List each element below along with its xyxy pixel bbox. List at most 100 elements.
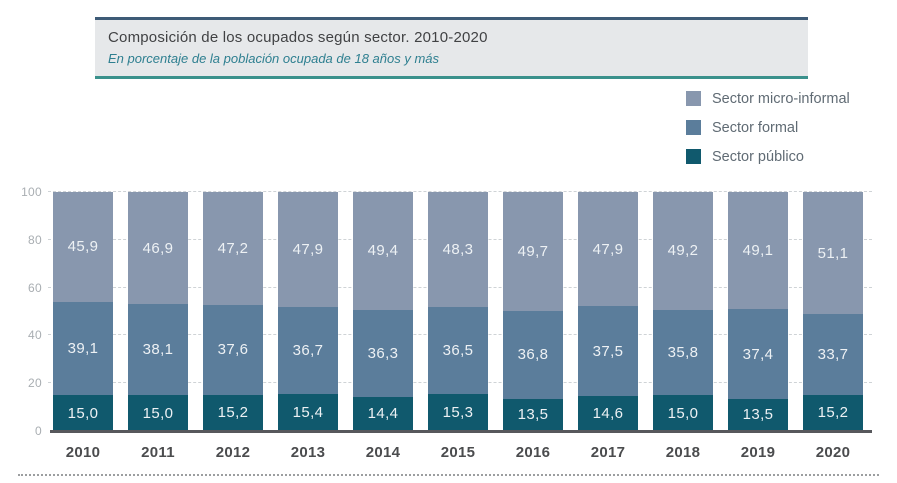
x-axis-line — [50, 430, 872, 433]
bar-segment: 39,1 — [53, 301, 113, 396]
x-tick-label-2014: 2014 — [365, 444, 401, 461]
bar-value-label: 37,5 — [592, 342, 624, 360]
x-tick-label-2012: 2012 — [215, 444, 251, 461]
bar-stack-2017: 47,9 37,5 14,6 — [578, 192, 638, 431]
bar-segment: 15,3 — [428, 394, 488, 431]
plot-area: 45,9 39,1 15,0 2010 46,9 38,1 15,0 2011 47,2 37,6… — [48, 191, 872, 461]
bar-column-2013: 47,9 36,7 15,4 2013 — [278, 192, 338, 461]
bar-stack-2016: 49,7 36,8 13,5 — [503, 192, 563, 431]
x-tick-label-2018: 2018 — [665, 444, 701, 461]
bar-value-label: 13,5 — [742, 406, 774, 424]
bar-value-label: 36,3 — [367, 344, 399, 362]
bar-stack-2014: 49,4 36,3 14,4 — [353, 192, 413, 431]
bar-stack-2013: 47,9 36,7 15,4 — [278, 192, 338, 431]
bar-segment: 13,5 — [503, 398, 563, 431]
bar-stack-2011: 46,9 38,1 15,0 — [128, 192, 188, 431]
y-tick-label-20: 20 — [28, 376, 42, 391]
bar-segment: 47,2 — [203, 192, 263, 305]
bar-segment: 37,4 — [728, 309, 788, 399]
bar-value-label: 13,5 — [517, 406, 549, 424]
bar-segment: 45,9 — [53, 192, 113, 302]
bar-segment: 14,6 — [578, 396, 638, 431]
bar-segment: 15,0 — [653, 395, 713, 431]
bar-segment: 47,9 — [578, 192, 638, 307]
bar-value-label: 49,4 — [367, 242, 399, 260]
bar-group: 45,9 39,1 15,0 2010 46,9 38,1 15,0 2011 47,2 37,6… — [53, 192, 863, 461]
bar-value-label: 45,9 — [67, 238, 99, 256]
bar-value-label: 15,0 — [667, 404, 699, 422]
bar-segment: 49,7 — [503, 192, 563, 311]
bar-value-label: 36,7 — [292, 341, 324, 359]
bar-segment: 47,9 — [278, 192, 338, 307]
legend-item-1: Sector micro-informal — [686, 90, 850, 107]
x-tick-label-2010: 2010 — [65, 444, 101, 461]
x-tick-label-2011: 2011 — [141, 444, 175, 461]
bar-value-label: 46,9 — [142, 239, 174, 257]
bar-segment: 48,3 — [428, 192, 488, 308]
bar-stack-2015: 48,3 36,5 15,3 — [428, 192, 488, 431]
bar-segment: 15,2 — [803, 394, 863, 431]
y-tick-label-40: 40 — [28, 328, 42, 343]
bar-value-label: 35,8 — [667, 343, 699, 361]
bar-column-2010: 45,9 39,1 15,0 2010 — [53, 192, 113, 461]
bar-value-label: 49,7 — [517, 242, 549, 260]
bar-column-2017: 47,9 37,5 14,6 2017 — [578, 192, 638, 461]
bar-value-label: 15,0 — [67, 404, 99, 422]
chart-header: Composición de los ocupados según sector… — [95, 17, 808, 79]
y-tick-label-80: 80 — [28, 232, 42, 247]
bar-value-label: 47,9 — [592, 240, 624, 258]
bar-value-label: 36,5 — [442, 342, 474, 360]
bar-segment: 49,1 — [728, 192, 788, 310]
bar-value-label: 38,1 — [142, 341, 174, 359]
chart-title: Composición de los ocupados según sector… — [108, 29, 488, 46]
bar-segment: 13,5 — [728, 398, 788, 431]
bottom-divider — [18, 474, 879, 476]
bar-value-label: 15,2 — [817, 404, 849, 422]
chart-legend: Sector micro-informal Sector formal Sector… — [686, 91, 850, 178]
bar-segment: 33,7 — [803, 314, 863, 395]
bar-column-2020: 51,1 33,7 15,2 2020 — [803, 192, 863, 461]
bar-segment: 51,1 — [803, 192, 863, 315]
bar-value-label: 33,7 — [817, 345, 849, 363]
legend-item-label: Sector micro-informal — [712, 90, 850, 107]
x-tick-label-2013: 2013 — [290, 444, 326, 461]
bar-value-label: 15,3 — [442, 404, 474, 422]
bar-segment: 36,5 — [428, 307, 488, 395]
bar-column-2018: 49,2 35,8 15,0 2018 — [653, 192, 713, 461]
legend-item-label: Sector formal — [712, 119, 799, 136]
bar-column-2014: 49,4 36,3 14,4 2014 — [353, 192, 413, 461]
gridline-100 — [48, 191, 872, 192]
bar-segment: 36,8 — [503, 310, 563, 399]
x-tick-label-2019: 2019 — [740, 444, 776, 461]
bar-value-label: 49,2 — [667, 242, 699, 260]
bar-segment: 35,8 — [653, 309, 713, 396]
x-tick-label-2015: 2015 — [440, 444, 476, 461]
bar-segment: 49,2 — [653, 192, 713, 310]
bar-segment: 37,6 — [203, 304, 263, 395]
bar-column-2011: 46,9 38,1 15,0 2011 — [128, 192, 188, 461]
bar-column-2016: 49,7 36,8 13,5 2016 — [503, 192, 563, 461]
bar-column-2019: 49,1 37,4 13,5 2019 — [728, 192, 788, 461]
legend-item-3: Sector público — [686, 148, 850, 165]
bar-segment: 36,7 — [278, 306, 338, 395]
bar-value-label: 51,1 — [817, 244, 849, 262]
y-tick-label-0: 0 — [35, 424, 42, 438]
bar-value-label: 15,0 — [142, 404, 174, 422]
bar-segment: 37,5 — [578, 306, 638, 397]
bar-value-label: 49,1 — [742, 242, 774, 260]
legend-swatch-icon — [686, 120, 701, 135]
legend-item-label: Sector público — [712, 148, 804, 165]
bar-segment: 38,1 — [128, 304, 188, 396]
bar-value-label: 48,3 — [442, 240, 474, 258]
x-tick-label-2017: 2017 — [590, 444, 626, 461]
bar-value-label: 14,4 — [367, 405, 399, 423]
bar-segment: 14,4 — [353, 396, 413, 431]
legend-swatch-icon — [686, 149, 701, 164]
bar-segment: 49,4 — [353, 192, 413, 310]
bar-segment: 15,0 — [53, 395, 113, 431]
bar-value-label: 14,6 — [592, 405, 624, 423]
bar-value-label: 47,9 — [292, 240, 324, 258]
x-tick-label-2020: 2020 — [815, 444, 851, 461]
bar-value-label: 47,2 — [217, 239, 249, 257]
